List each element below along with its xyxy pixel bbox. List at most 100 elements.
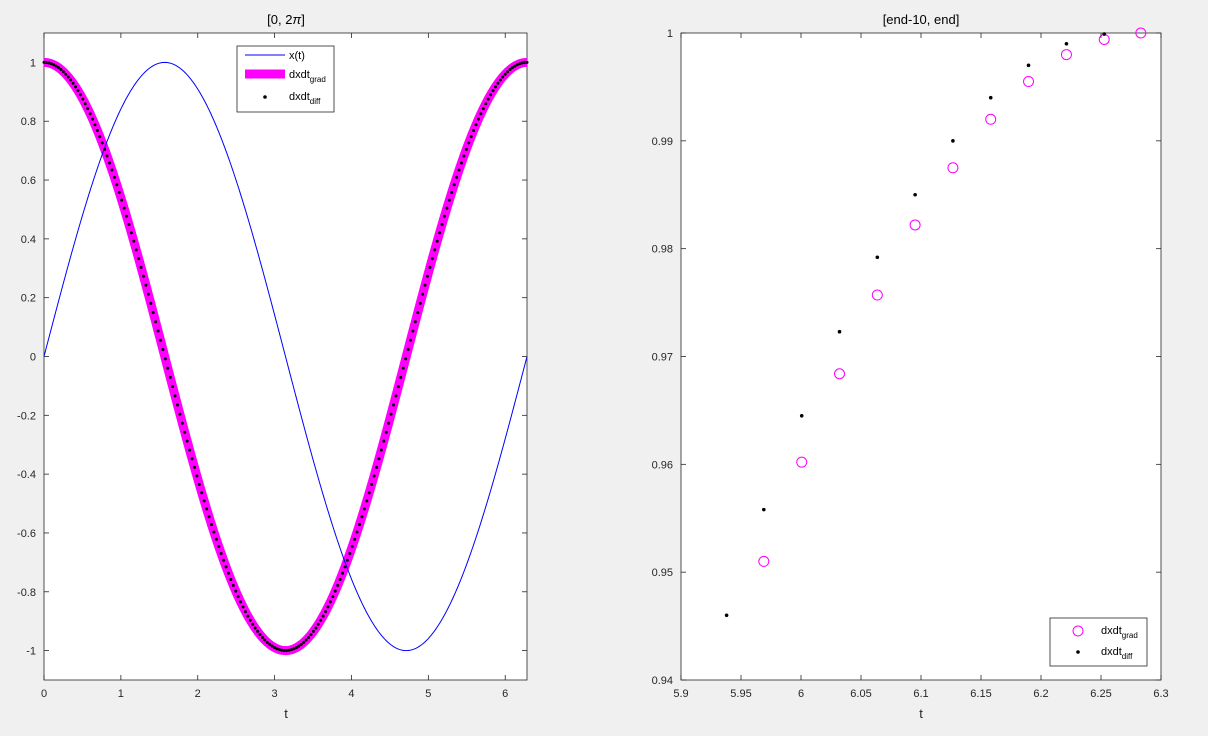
series-dxdt-grad-point (1060, 49, 1072, 61)
y-tick-label: 0.98 (652, 244, 673, 256)
series-dxdt-diff-point (197, 482, 201, 486)
series-dxdt-diff-point (74, 85, 78, 89)
series-dxdt-diff-point (178, 412, 182, 416)
legend-box-left (236, 45, 335, 113)
series-dxdt-diff-point (389, 412, 393, 416)
series-dxdt-diff-point (236, 595, 240, 599)
series-dxdt-diff-point (382, 439, 386, 443)
series-dxdt-diff-point (508, 68, 512, 72)
series-dxdt-diff-point (498, 78, 502, 82)
chart-left: 0 1 2 3 4 5 6-1-0.8-0.6-0.4-0.200.20.40.60.81 … (17, 12, 531, 721)
series-dxdt-diff-point (399, 375, 403, 379)
series-dxdt-diff-point (112, 175, 116, 179)
series-dxdt-diff-point (273, 646, 277, 650)
series-dxdt-diff-point (311, 629, 315, 633)
series-dxdt-grad-point (1023, 76, 1035, 88)
series-dxdt-diff-point (280, 648, 284, 652)
series-dxdt-diff-point (290, 648, 294, 652)
series-dxdt-diff-point (321, 614, 325, 618)
series-dxdt-diff-point (336, 583, 340, 587)
series-dxdt-diff-point (277, 648, 281, 652)
legend-marker-diff (263, 95, 267, 99)
series-dxdt-diff-point (491, 89, 495, 93)
series-dxdt-diff-point (333, 589, 337, 593)
series-dxdt-diff-point (467, 141, 471, 145)
legend-label-xt: x(t) (289, 50, 305, 62)
series-dxdt-diff-point (452, 183, 456, 187)
series-dxdt-diff-point (103, 147, 107, 151)
series-dxdt-diff-point (343, 565, 347, 569)
series-dxdt-diff-point (331, 595, 335, 599)
series-dxdt-diff-point (428, 265, 432, 269)
chart-right: 5.9 5.95 6 6.05 6.1 6.15 6.2 6.25 6.3 0.94 0.95 0.9… (652, 12, 1169, 721)
series-dxdt-diff-point (355, 530, 359, 534)
series-dxdt-diff-point (95, 129, 99, 133)
series-dxdt-diff-point (139, 265, 143, 269)
series-dxdt-diff-point (88, 112, 92, 116)
series-dxdt-diff-point (241, 605, 245, 609)
series-dxdt-diff-point (411, 329, 415, 333)
series-dxdt-diff-point (455, 175, 459, 179)
series-dxdt-diff-point (171, 385, 175, 389)
series-dxdt-diff-point (401, 366, 405, 370)
series-dxdt-diff-point (462, 154, 466, 158)
series-dxdt-diff-point (91, 117, 95, 121)
series-dxdt-diff-point (396, 385, 400, 389)
series-dxdt-diff-point (270, 644, 274, 648)
legend-marker-diff-right (1076, 650, 1080, 654)
series-dxdt-diff-point (489, 93, 493, 97)
series-dxdt-diff-point (207, 515, 211, 519)
series-dxdt-diff-point (214, 537, 218, 541)
series-dxdt-diff-point (110, 168, 114, 172)
x-tick-label: 2 (195, 688, 201, 700)
x-tick-label: 5 (425, 688, 431, 700)
x-tick-label: 0 (41, 688, 47, 700)
series-dxdt-diff-point (421, 292, 425, 296)
x-tick-label: 6 (502, 688, 508, 700)
series-dxdt-diff-point (394, 394, 398, 398)
series-dxdt-diff-point (212, 530, 216, 534)
series-dxdt-diff-point (506, 70, 510, 74)
x-tick-label: 6.25 (1090, 688, 1111, 700)
series-dxdt-diff-point (61, 70, 65, 74)
series-dxdt-diff-point (127, 222, 131, 226)
series-dxdt-diff-point (222, 558, 226, 562)
series-dxdt-diff-point (316, 622, 320, 626)
series-dxdt-diff-point (120, 198, 124, 202)
series-dxdt-diff-point (365, 499, 369, 503)
series-dxdt-diff-point (413, 320, 417, 324)
series-dxdt-diff-point (433, 248, 437, 252)
series-dxdt-diff-point (459, 161, 463, 165)
x-tick-label: 6.2 (1033, 688, 1048, 700)
legend-label-diff: dxdtdiff (289, 91, 321, 106)
y-tick-label: -0.2 (17, 410, 36, 422)
series-dxdt-diff-point (406, 348, 410, 352)
series-dxdt-diff-point (404, 357, 408, 361)
series-dxdt-diff-point (285, 649, 289, 653)
series-dxdt-diff-point (338, 577, 342, 581)
series-dxdt-grad-point (985, 113, 997, 125)
legend-label-grad: dxdtgrad (289, 69, 326, 84)
y-tick-label: -0.8 (17, 587, 36, 599)
series-dxdt-diff-point (472, 129, 476, 133)
series-dxdt-diff-point (185, 439, 189, 443)
plot-area-right (680, 32, 1162, 681)
series-dxdt-diff-point (205, 507, 209, 511)
chart-title-right: [end-10, end] (883, 12, 960, 27)
x-tick-label: 3 (272, 688, 278, 700)
series-dxdt-diff-point (180, 421, 184, 425)
y-tick-label: 0.97 (652, 352, 673, 364)
series-dxdt-diff-point (326, 605, 330, 609)
series-dxdt-diff-point (416, 311, 420, 315)
series-dxdt-diff-point (799, 414, 804, 418)
x-tick-label: 5.9 (673, 688, 688, 700)
series-dxdt-diff-point (384, 430, 388, 434)
series-dxdt-diff-point (1026, 63, 1031, 68)
series-dxdt-diff-point (108, 161, 112, 165)
series-dxdt-diff-point (54, 64, 58, 68)
series-dxdt-diff-point (299, 642, 303, 646)
series-dxdt-diff-point (192, 465, 196, 469)
series-dxdt-diff-point (151, 311, 155, 315)
series-dxdt-diff-point (76, 89, 80, 93)
